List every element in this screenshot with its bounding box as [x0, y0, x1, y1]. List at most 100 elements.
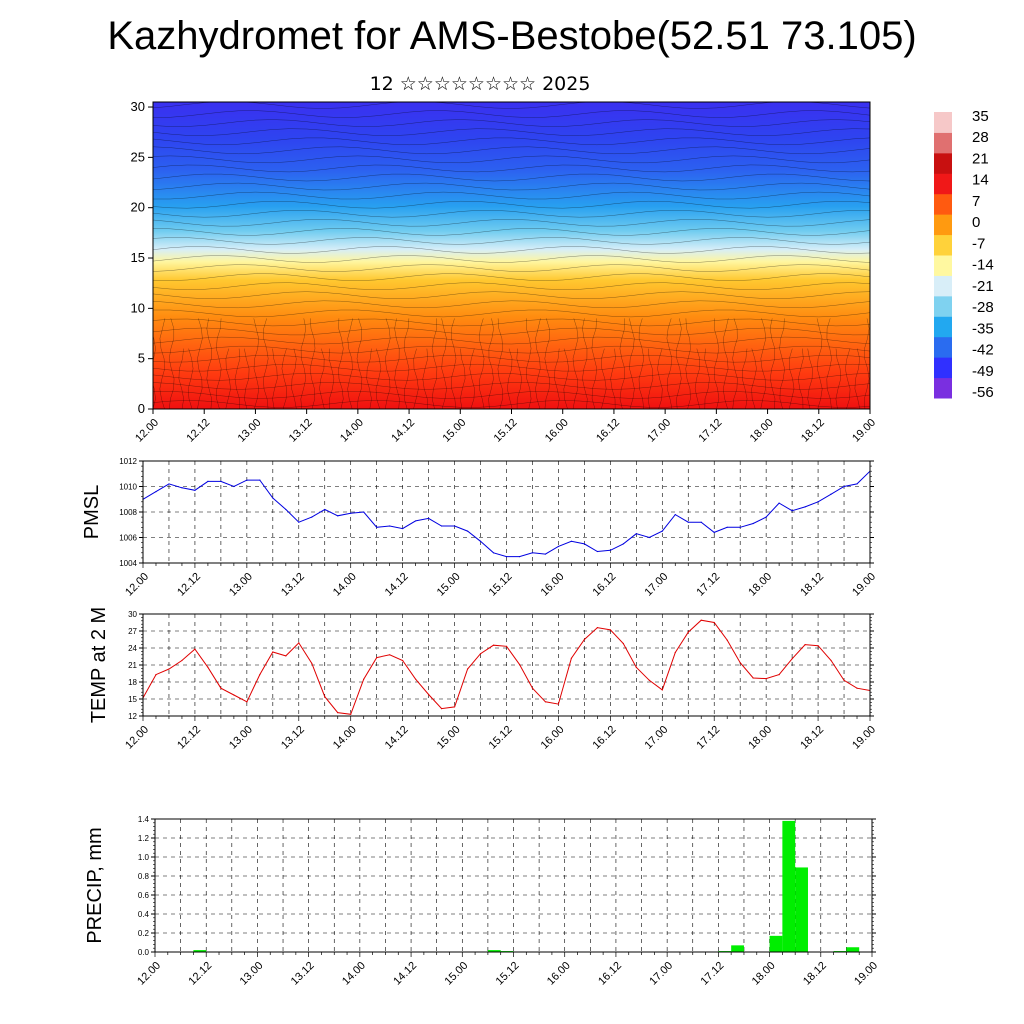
streamline	[488, 318, 494, 409]
chart-subtitle: 12 ☆☆☆☆☆☆☆☆ 2025	[369, 73, 591, 95]
streamline	[291, 348, 297, 409]
data-point	[557, 545, 560, 548]
x-tick-label: 16.00	[539, 724, 567, 752]
data-point	[324, 696, 326, 698]
x-tick-label: 18.12	[801, 960, 829, 988]
x-tick-label: 17.00	[642, 724, 670, 752]
data-point	[402, 659, 404, 662]
streamline	[153, 173, 870, 182]
x-tick-label: 15.00	[440, 417, 468, 445]
x-tick-label: 13.00	[227, 571, 255, 599]
data-point	[259, 479, 261, 481]
data-point	[428, 517, 430, 519]
streamline	[153, 182, 870, 191]
streamline	[760, 318, 767, 409]
data-point	[415, 678, 417, 680]
data-point	[570, 540, 573, 542]
streamline	[263, 318, 269, 409]
colorbar-label: -14	[972, 257, 994, 274]
data-point	[583, 543, 585, 545]
streamline	[629, 318, 635, 409]
streamline	[153, 391, 870, 399]
streamline	[153, 255, 870, 263]
y-tick-label: 0.0	[138, 948, 150, 957]
precip-bar	[487, 950, 501, 952]
data-point	[635, 533, 637, 535]
streamline	[153, 327, 870, 336]
x-tick-label: 18.00	[746, 724, 774, 752]
colorbar-swatch	[934, 173, 952, 195]
data-point	[778, 674, 780, 676]
x-tick-label: 15.00	[435, 571, 463, 599]
streamline	[153, 300, 870, 309]
data-point	[531, 552, 534, 554]
precip-bar	[731, 945, 744, 952]
y-tick-label: 30	[128, 610, 137, 619]
data-point	[272, 651, 274, 653]
y-tick-label: 18	[128, 678, 137, 687]
streamline	[619, 318, 625, 409]
streamline	[704, 348, 710, 409]
colorbar-swatch	[934, 377, 952, 399]
data-point	[155, 491, 157, 493]
data-point	[298, 521, 300, 523]
streamline	[413, 348, 419, 409]
data-point	[674, 513, 676, 516]
x-tick-label: 18.00	[750, 960, 778, 988]
data-point	[466, 668, 469, 670]
streamline	[153, 102, 870, 109]
streamline	[153, 146, 870, 155]
colorbar-label: -49	[972, 363, 994, 380]
streamline	[544, 318, 550, 409]
data-point	[765, 516, 767, 518]
data-point	[389, 654, 391, 656]
colorbar-label: -56	[972, 384, 994, 401]
data-point	[181, 659, 183, 662]
streamline	[854, 348, 861, 409]
x-tick-label: 12.00	[123, 571, 151, 599]
chart-title: Kazhydromet for AMS-Bestobe(52.51 73.105…	[107, 14, 917, 58]
y-tick-label: 25	[131, 149, 145, 164]
data-point	[466, 530, 469, 532]
x-tick-label: 12.00	[135, 960, 163, 988]
streamline	[153, 191, 870, 200]
colorbar-swatch	[934, 112, 952, 133]
data-point	[479, 653, 482, 655]
temperature-field	[153, 102, 870, 409]
colorbar-label: -42	[972, 342, 994, 359]
x-tick-label: 18.12	[799, 417, 827, 445]
y-axis-label: TEMP at 2 M	[88, 607, 110, 723]
colorbar-swatch	[934, 295, 952, 317]
data-point	[324, 508, 326, 511]
colorbar-legend: 35 28 21 14 7 0 -7 -14 -21 -28 -35 -42 -49 -56	[934, 108, 994, 401]
data-point	[440, 708, 443, 710]
streamline	[338, 318, 344, 409]
colorbar-swatch	[934, 132, 952, 154]
data-point	[648, 536, 650, 539]
streamline	[694, 348, 701, 409]
precipitation-panel: 0.0 0.2 0.4 0.6 0.8 1.0 1.2 1.4 12.00 12.12 13.00 1…	[84, 815, 880, 988]
streamline	[441, 318, 447, 409]
x-tick-label: 18.12	[798, 571, 826, 599]
data-point	[752, 522, 754, 525]
x-tick-label: 16.12	[594, 417, 622, 445]
y-tick-label: 1.2	[138, 834, 150, 843]
colorbar-label: -7	[972, 235, 985, 252]
streamline	[845, 348, 851, 409]
x-tick-label: 13.12	[289, 960, 317, 988]
streamline	[187, 348, 194, 409]
temperature-line	[142, 619, 871, 715]
x-tick-label: 12.00	[123, 724, 151, 752]
data-point	[557, 703, 560, 705]
streamline	[153, 210, 870, 218]
x-tick-label: 14.12	[383, 724, 411, 752]
streamline	[864, 318, 870, 409]
streamline	[582, 318, 588, 409]
streamline	[375, 348, 382, 409]
data-point	[817, 645, 819, 647]
x-tick-label: 16.12	[591, 724, 619, 752]
streamline	[366, 348, 372, 409]
data-point	[570, 657, 573, 659]
data-point	[311, 516, 313, 518]
data-point	[635, 666, 637, 668]
